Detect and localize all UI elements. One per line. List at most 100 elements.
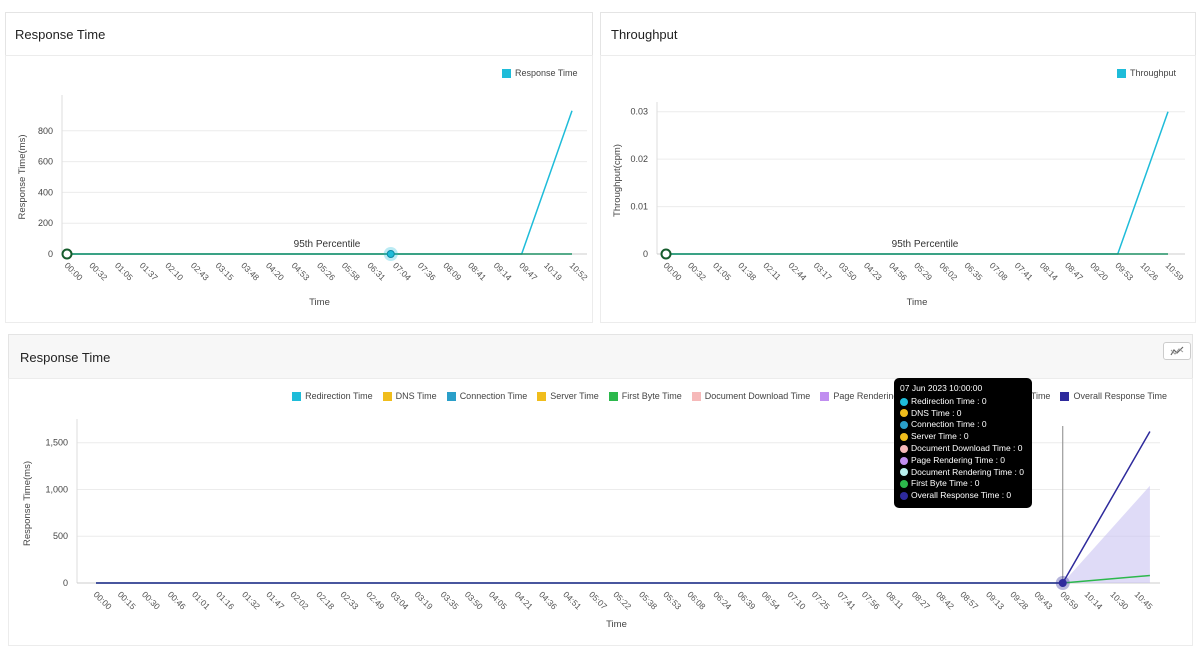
percentile-label: 95th Percentile [294, 239, 361, 250]
legend-label: Throughput [1130, 68, 1177, 78]
tooltip-row: Page Rendering Time : 0 [900, 455, 1026, 467]
legend-item[interactable]: Response Time [502, 68, 578, 78]
legend-swatch [1117, 68, 1126, 78]
series-dot [900, 421, 908, 430]
tooltip-row: Server Time : 0 [900, 431, 1026, 443]
x-tick-label: 06:31 [365, 260, 387, 282]
throughput-line [666, 111, 1169, 255]
x-tick-label: 06:54 [760, 589, 782, 611]
x-tick-label: 01:01 [190, 589, 212, 611]
x-tick-label: 03:35 [439, 589, 461, 611]
legend-item[interactable]: First Byte Time [608, 391, 682, 401]
legend-item[interactable]: Document Download Time [691, 391, 811, 401]
x-tick-label: 06:24 [711, 589, 733, 611]
series-dot [900, 480, 908, 489]
legend-item[interactable]: Server Time [537, 391, 599, 401]
legend-item[interactable]: Throughput [1117, 68, 1176, 78]
series-dot [900, 444, 908, 453]
x-tick-label: 05:07 [587, 589, 609, 611]
tooltip-row: Overall Response Time : 0 [900, 490, 1026, 502]
chart-type-button[interactable] [1163, 342, 1191, 360]
x-axis-title: Time [907, 297, 928, 308]
tooltip-row-label: Document Download Time : 0 [911, 442, 1023, 453]
tooltip-row-label: Redirection Time : 0 [911, 395, 987, 406]
tooltip-title: 07 Jun 2023 10:00:00 [900, 383, 983, 393]
x-tick-label: 07:56 [860, 589, 882, 611]
hover-marker [386, 250, 395, 258]
x-tick-label: 03:50 [463, 589, 485, 611]
legend-label: Redirection Time [305, 391, 373, 401]
legend-swatch [292, 391, 302, 401]
legend-item[interactable]: Overall Response Time [1060, 391, 1167, 401]
legend-label: Overall Response Time [1073, 391, 1167, 401]
legend-item[interactable]: Redirection Time [292, 391, 373, 401]
legend-swatch [691, 391, 701, 401]
start-marker [61, 248, 73, 260]
x-tick-label: 09:13 [984, 589, 1006, 611]
first-byte-time-line [96, 574, 1150, 584]
tooltip-row-label: Document Rendering Time : 0 [911, 466, 1024, 477]
legend-label: Connection Time [459, 391, 528, 401]
x-tick-label: 02:11 [761, 260, 783, 282]
legend-item[interactable]: DNS Time [382, 391, 437, 401]
legend-label: DNS Time [395, 391, 437, 401]
x-tick-label: 03:15 [214, 260, 236, 282]
x-tick-label: 09:59 [1058, 589, 1080, 611]
x-tick-label: 09:47 [517, 260, 539, 282]
tooltip-row: Document Rendering Time : 0 [900, 467, 1026, 479]
x-tick-label: 00:30 [140, 589, 162, 611]
x-tick-label: 02:10 [163, 260, 185, 282]
series-dot [900, 409, 908, 418]
legend-item[interactable]: Page Rendering Time [820, 391, 920, 401]
x-tick-label: 05:22 [611, 589, 633, 611]
x-tick-label: 04:21 [513, 589, 535, 611]
tooltip-row-label: First Byte Time : 0 [911, 478, 980, 489]
x-tick-label: 10:14 [1083, 589, 1105, 611]
legend-swatch [820, 391, 830, 401]
y-tick-label: 1,000 [45, 484, 68, 494]
x-tick-label: 01:05 [113, 260, 135, 282]
x-tick-label: 01:47 [264, 589, 286, 611]
x-tick-label: 09:53 [1113, 260, 1135, 282]
legend-item[interactable]: Connection Time [446, 391, 528, 401]
tooltip-row-label: DNS Time : 0 [911, 407, 962, 418]
x-tick-label: 05:38 [637, 589, 659, 611]
chart-legend: Throughput [1117, 68, 1176, 78]
legend-label: Document Download Time [704, 391, 811, 401]
x-tick-label: 10:52 [568, 260, 590, 282]
x-tick-label: 10:45 [1133, 589, 1155, 611]
x-tick-label: 07:25 [810, 589, 832, 611]
chart-frame [5, 55, 593, 323]
throughput-chart: 0 0.01 0.02 0.03 00:00 00:32 01:05 01:38 02:11 02… [612, 102, 1186, 308]
legend-swatch [446, 391, 456, 401]
x-tick-label: 04:56 [887, 260, 909, 282]
tooltip-row: Document Download Time : 0 [900, 443, 1026, 455]
tooltip-row-label: Page Rendering Time : 0 [911, 454, 1006, 465]
percentile-label: 95th Percentile [892, 239, 959, 250]
x-tick-label: 07:41 [1013, 260, 1035, 282]
tooltip-row-label: Server Time : 0 [911, 431, 969, 442]
chart-tooltip: 07 Jun 2023 10:00:00 Redirection Time : … [894, 378, 1032, 508]
panel-title: Throughput [611, 27, 678, 42]
y-axis-title: Response Time(ms) [17, 135, 28, 220]
series-dot [900, 433, 908, 442]
legend-label: Response Time [515, 68, 578, 78]
x-tick-label: 01:05 [711, 260, 733, 282]
x-tick-label: 05:29 [912, 260, 934, 282]
x-tick-label: 05:53 [661, 589, 683, 611]
x-tick-label: 10:19 [542, 260, 564, 282]
x-tick-label: 02:18 [314, 589, 336, 611]
x-tick-label: 07:04 [391, 260, 413, 282]
x-tick-label: 08:14 [1038, 260, 1060, 282]
x-tick-label: 08:41 [466, 260, 488, 282]
x-tick-label: 02:44 [787, 260, 809, 282]
x-axis-title: Time [606, 619, 627, 630]
x-tick-label: 08:11 [884, 589, 906, 611]
y-tick-label: 0 [63, 578, 68, 588]
legend-swatch [1060, 391, 1070, 401]
x-tick-label: 06:39 [736, 589, 758, 611]
x-tick-label: 00:32 [87, 260, 109, 282]
chart-type-icon [1170, 346, 1184, 356]
response-time-line [67, 110, 573, 255]
